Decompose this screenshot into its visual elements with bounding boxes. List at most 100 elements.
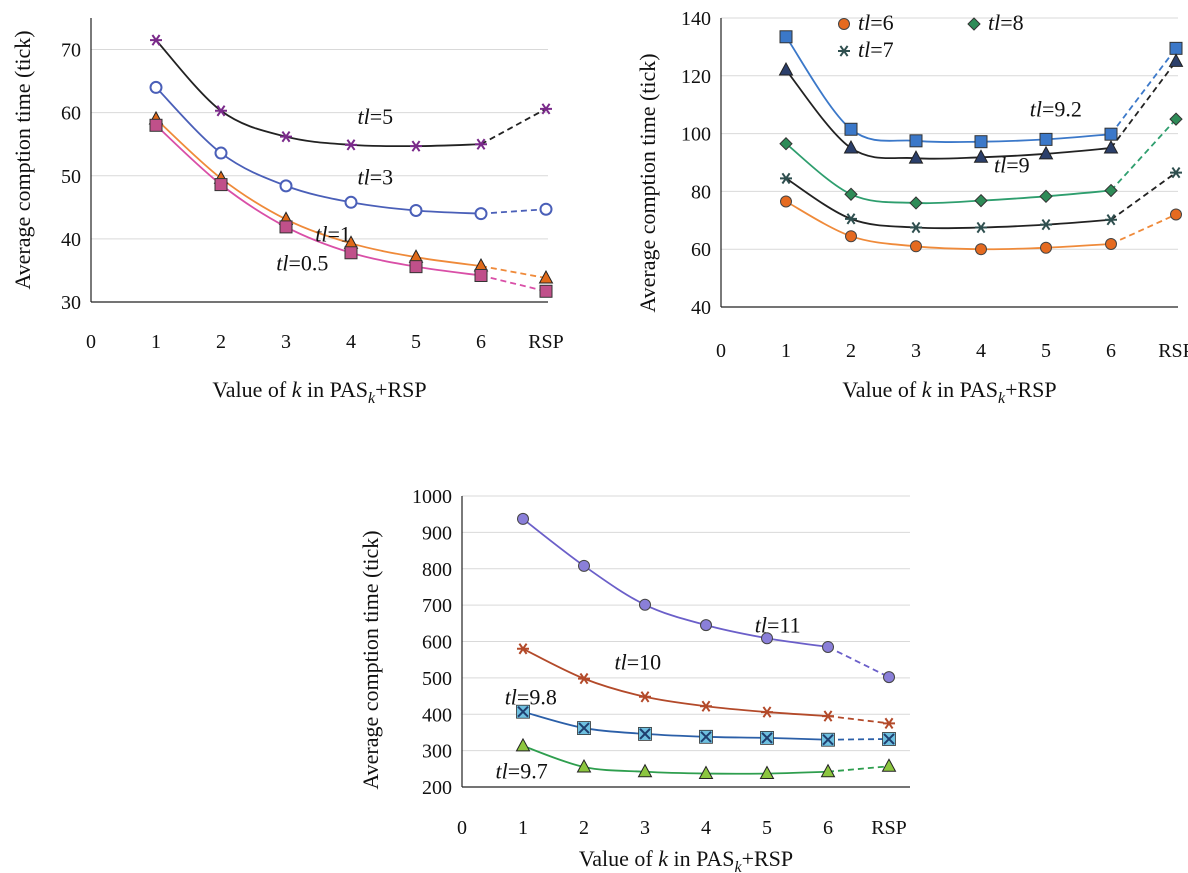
y-tick-label: 900: [422, 522, 452, 544]
series-tl-9-7: [515, 737, 897, 780]
series-tl-8: [779, 112, 1183, 210]
series-dashed-segment: [827, 738, 890, 741]
data-point: [760, 730, 774, 745]
series-tl-9-2: [779, 30, 1183, 149]
data-point: [214, 146, 228, 160]
series-annotation: tl=9.8: [505, 684, 557, 709]
data-point: [1105, 237, 1117, 250]
x-tick-label: 0: [457, 817, 467, 839]
data-point: [908, 150, 924, 164]
series-dashed-segment: [1110, 118, 1177, 192]
y-tick-label: 400: [422, 704, 452, 726]
y-tick-label: 120: [681, 66, 711, 88]
data-point: [883, 671, 895, 684]
chart-panel-3: 200 300 400 500 600 700 800 900 1000 0 1 2 3 4 5 6 RSP Va…: [358, 486, 910, 873]
data-point: [517, 512, 529, 525]
data-point: [843, 140, 859, 154]
data-point: [759, 765, 775, 780]
data-point: [410, 140, 422, 152]
data-point: [975, 221, 987, 234]
legend-label: tl=7: [858, 37, 894, 62]
data-point: [345, 139, 357, 151]
data-point: [639, 598, 651, 611]
y-tick-label: 800: [422, 559, 452, 581]
data-point: [761, 632, 773, 645]
data-point: [515, 737, 531, 752]
series-annotation: tl=10: [615, 650, 662, 675]
y-axis-title: Average comption time (tick): [10, 30, 35, 289]
series-annotation: tl=1: [315, 221, 351, 246]
y-tick-label: 700: [422, 595, 452, 617]
x-tick-label: 3: [640, 817, 650, 839]
data-point: [1040, 218, 1052, 231]
data-point: [779, 137, 793, 151]
data-point: [700, 700, 712, 712]
series-tl-3: [149, 80, 553, 221]
data-point: [780, 172, 792, 185]
legend-marker: [838, 18, 850, 30]
data-point: [1039, 132, 1053, 146]
data-point: [821, 732, 835, 747]
data-point: [780, 195, 792, 208]
series-tl-11: [517, 512, 895, 684]
data-point: [845, 230, 857, 243]
data-point: [844, 187, 858, 201]
series-dashed-segment: [827, 646, 890, 678]
series-dashed-segment: [1110, 171, 1177, 221]
data-point: [779, 30, 793, 44]
x-axis-title: Value of k in PASk+RSP: [842, 377, 1056, 407]
legend-marker: [967, 17, 981, 31]
x-tick-label: 5: [411, 331, 421, 353]
data-point: [539, 202, 553, 216]
series-line: [155, 39, 482, 148]
data-point: [1103, 140, 1119, 154]
x-tick-label: 2: [579, 817, 589, 839]
data-point: [910, 240, 922, 253]
series-annotation: tl=3: [358, 165, 394, 190]
y-tick-label: 60: [691, 239, 711, 261]
data-point: [638, 726, 652, 741]
series-dashed-segment: [1110, 60, 1177, 149]
data-point: [882, 732, 896, 746]
x-axis-title: Value of k in PASk+RSP: [212, 377, 426, 407]
data-point: [1105, 214, 1117, 226]
series-tl-6: [780, 195, 1182, 256]
y-axis-title: Average comption time (tick): [635, 53, 660, 312]
series-annotation: tl=5: [358, 104, 394, 129]
series-line: [785, 177, 1112, 230]
data-point: [699, 729, 713, 744]
y-axis-title: Average comption time (tick): [358, 530, 383, 789]
data-point: [637, 763, 653, 778]
data-point: [280, 130, 292, 143]
series-line: [522, 745, 829, 775]
y-tick-label: 40: [61, 229, 81, 251]
series-line: [155, 118, 482, 267]
x-tick-label: 0: [716, 340, 726, 362]
series-annotation: tl=9.2: [1030, 96, 1082, 121]
y-tick-label: 500: [422, 668, 452, 690]
data-point: [474, 207, 488, 221]
data-point: [700, 619, 712, 632]
data-point: [150, 34, 162, 46]
x-tick-label: RSP: [1158, 340, 1188, 362]
data-point: [974, 135, 988, 149]
data-point: [639, 691, 651, 703]
series-line: [522, 710, 829, 741]
data-point: [1104, 183, 1118, 198]
x-tick-label: 3: [281, 331, 291, 353]
x-tick-label: 4: [976, 340, 986, 362]
data-point: [1170, 166, 1182, 179]
data-point: [1170, 208, 1182, 221]
data-point: [761, 706, 773, 718]
y-tick-label: 60: [61, 103, 81, 125]
series-dashed-segment: [480, 265, 547, 279]
data-point: [577, 721, 591, 735]
series-annotation: tl=9.7: [496, 759, 548, 784]
y-tick-label: 50: [61, 166, 81, 188]
y-tick-label: 30: [61, 292, 81, 314]
series-line: [785, 36, 1112, 144]
x-tick-label: 6: [1106, 340, 1116, 362]
y-tick-label: 140: [681, 8, 711, 30]
series-tl-9-8: [516, 704, 896, 747]
